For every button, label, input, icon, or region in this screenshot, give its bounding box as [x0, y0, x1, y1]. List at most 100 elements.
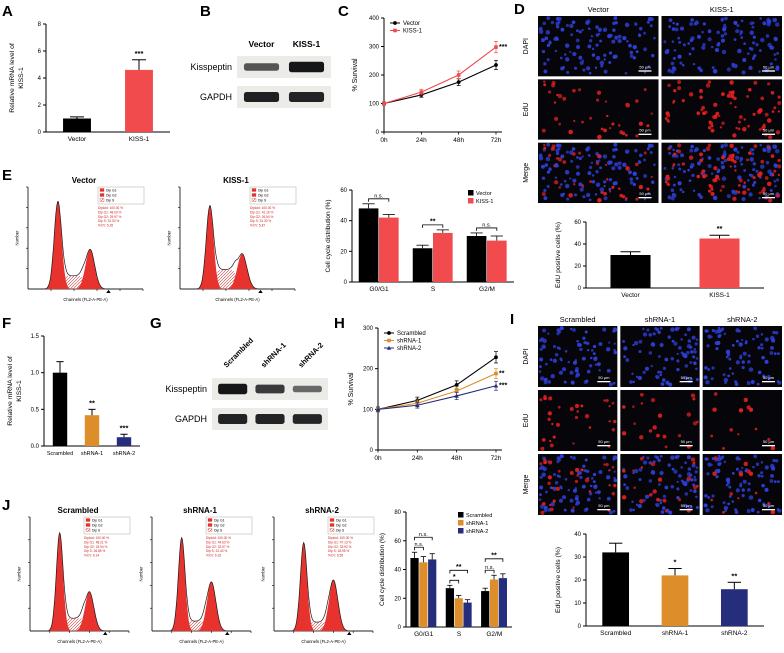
svg-text:0: 0 [578, 286, 582, 292]
svg-text:Dip S: 22.40 %: Dip S: 22.40 % [206, 549, 227, 553]
svg-text:1.0: 1.0 [31, 371, 40, 377]
panel-label-b: B [200, 3, 211, 20]
svg-text:Scrambled: Scrambled [600, 630, 631, 637]
svg-text:shRNA-2: shRNA-2 [721, 630, 748, 637]
svg-text:**: ** [717, 224, 723, 233]
svg-text:24h: 24h [416, 137, 427, 144]
svg-text:20: 20 [574, 264, 581, 270]
svg-text:KISS-1: KISS-1 [16, 380, 23, 402]
svg-text:n.s.: n.s. [419, 532, 428, 538]
svg-text:% Survival: % Survival [348, 372, 355, 406]
svg-text:% Survival: % Survival [352, 58, 359, 92]
svg-text:KISS-1: KISS-1 [403, 29, 423, 35]
svg-text:***: *** [499, 44, 507, 51]
svg-text:**: ** [491, 552, 497, 559]
svg-text:Vector: Vector [588, 5, 610, 14]
svg-text:Dip G2: 32.97 %: Dip G2: 32.97 % [206, 545, 230, 549]
svg-text:**: ** [499, 371, 505, 378]
svg-text:shRNA-1: shRNA-1 [662, 630, 689, 637]
flow-plot-j-scrambled: Scrambled Dip G1 Dip G2 Dip S Diploid: 100.0… [16, 504, 132, 646]
svg-text:Dip G1: 44.63 %: Dip G1: 44.63 % [206, 540, 230, 544]
svg-text:Dip S: 22.00 %: Dip S: 22.00 % [98, 219, 119, 223]
flow-plot-e-kiss1: KISS-1 Dip G1 Dip G2 Dip S Diploid: 100.00 %… [166, 174, 298, 304]
svg-text:400: 400 [369, 16, 380, 22]
svg-text:Dip S: Dip S [336, 529, 345, 533]
svg-text:G0/G1: G0/G1 [369, 286, 389, 293]
svg-text:Dip S: Dip S [214, 529, 223, 533]
svg-text:40: 40 [340, 219, 347, 225]
svg-text:Vector: Vector [621, 292, 640, 299]
svg-canvas: 0 100 200 300 % Survival 0h 24h 48h 72h Scrambled… [348, 326, 507, 462]
svg-text:Vector: Vector [72, 176, 96, 185]
svg-text:50 μm: 50 μm [639, 191, 651, 196]
panel-label-c: C [338, 3, 349, 20]
svg-text:0: 0 [370, 448, 374, 454]
svg-text:Dip G2: Dip G2 [336, 524, 347, 528]
svg-text:***: *** [499, 383, 507, 390]
svg-text:20: 20 [574, 578, 581, 584]
svg-text:S: S [457, 631, 462, 638]
svg-text:10: 10 [574, 601, 581, 607]
svg-text:Channels (FL2-A-PE-A): Channels (FL2-A-PE-A) [215, 297, 260, 302]
svg-text:Scrambled: Scrambled [560, 315, 596, 324]
svg-text:GAPDH: GAPDH [175, 414, 207, 424]
svg-text:50 μm: 50 μm [763, 191, 775, 196]
svg-text:Cell cycle distribution (%): Cell cycle distribution (%) [379, 533, 386, 606]
panel-label-j: J [2, 497, 11, 514]
svg-text:*: * [674, 558, 677, 567]
svg-text:Dip S: Dip S [106, 199, 115, 203]
svg-text:shRNA-1: shRNA-1 [397, 339, 422, 345]
svg-canvas: 0 100 200 300 400 % Survival 0h 24h 48h 72h Vector… [352, 16, 507, 144]
svg-text:Merge: Merge [523, 163, 530, 183]
western-blot-g: Scrambled shRNA-1 shRNA-2 Kisspeptin GAPDH [158, 320, 330, 468]
svg-text:Dip G1: Dip G1 [92, 519, 103, 523]
svg-text:300: 300 [363, 326, 374, 332]
svg-text:G0/G1: G0/G1 [414, 631, 434, 638]
svg-text:0.0: 0.0 [31, 444, 40, 450]
svg-canvas: Scrambled shRNA-1 shRNA-2 DAPI EdU Merge 50 μm… [523, 315, 782, 515]
svg-text:Vector: Vector [476, 191, 492, 197]
svg-text:Relative mRNA level of: Relative mRNA level of [9, 43, 16, 113]
svg-canvas: Vector KISS-1 Kisspeptin GAPDH [190, 39, 331, 108]
svg-text:KISS-1: KISS-1 [293, 39, 321, 49]
svg-text:Diploid: 100.00 %: Diploid: 100.00 % [206, 536, 231, 540]
svg-text:%CV: 6.55: %CV: 6.55 [328, 554, 343, 558]
svg-text:Diploid: 100.00 %: Diploid: 100.00 % [98, 206, 123, 210]
svg-text:n.s.: n.s. [485, 565, 494, 571]
svg-text:60: 60 [340, 188, 347, 194]
chart-i-edu-bar: 0 10 20 30 40 EdU positive cells (%) Scrambled… [552, 524, 770, 650]
microscopy-grid-d: Vector KISS-1 DAPI EdU Merge 50 μm 50 μm 50 μm 5… [522, 4, 782, 206]
svg-text:%CV: 6.14: %CV: 6.14 [84, 554, 99, 558]
flow-plot-j-shrna2: shRNA-2 Dip G1 Dip G2 Dip S Diploid: 100.00 … [260, 504, 376, 646]
svg-text:shRNA-1: shRNA-1 [259, 341, 288, 370]
svg-canvas: 0 10 20 30 40 EdU positive cells (%) Scrambled… [555, 532, 764, 637]
svg-text:***: *** [120, 423, 129, 432]
svg-text:Vector: Vector [403, 21, 420, 27]
panel-label-i: I [510, 311, 515, 328]
svg-text:50 μm: 50 μm [598, 503, 610, 508]
svg-canvas: 0 20 40 60 80 Cell cycle distribution (%) G0/G… [379, 510, 512, 638]
svg-canvas: Vector KISS-1 DAPI EdU Merge 50 μm 50 μm 50 μm 5… [523, 5, 782, 203]
svg-text:0h: 0h [374, 455, 382, 462]
svg-text:0: 0 [376, 130, 380, 136]
svg-text:Dip G2: 26.54 %: Dip G2: 26.54 % [250, 215, 274, 219]
svg-text:0h: 0h [380, 137, 388, 144]
svg-text:200: 200 [369, 73, 380, 79]
svg-text:60: 60 [394, 539, 401, 545]
svg-text:72h: 72h [491, 455, 502, 462]
svg-text:20: 20 [340, 249, 347, 255]
chart-d-edu-bar: 0 20 40 60 EdU positive cells (%) Vector KISS-… [552, 212, 770, 312]
svg-text:shRNA-1: shRNA-1 [466, 521, 488, 527]
svg-text:shRNA-1: shRNA-1 [81, 451, 103, 457]
svg-text:Kisspeptin: Kisspeptin [190, 62, 232, 72]
svg-text:Dip S: 31.30 %: Dip S: 31.30 % [250, 219, 271, 223]
svg-text:50 μm: 50 μm [681, 375, 693, 380]
svg-text:**: ** [89, 398, 95, 407]
svg-text:Dip G2: Dip G2 [214, 524, 225, 528]
svg-text:Channels (FL2-A-PE-A): Channels (FL2-A-PE-A) [179, 639, 224, 644]
svg-text:EdU positive cells (%): EdU positive cells (%) [555, 547, 562, 613]
chart-j-cell-cycle: 0 20 40 60 80 Cell cycle distribution (%) G0/G… [376, 504, 516, 651]
svg-text:EdU: EdU [523, 103, 530, 117]
